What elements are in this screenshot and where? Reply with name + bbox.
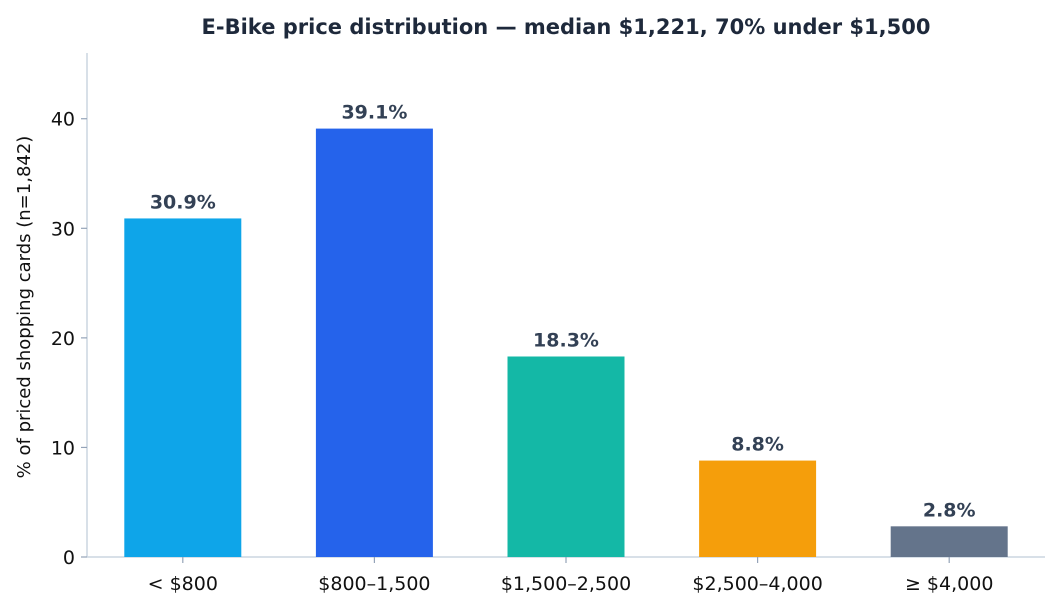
bar-value-label: 8.8% bbox=[731, 434, 784, 456]
x-tick-label: < $800 bbox=[148, 573, 218, 595]
y-tick-label: 20 bbox=[51, 328, 75, 350]
bar bbox=[890, 526, 1008, 557]
plot-area: 0 10 20 30 40 30.9% < $800 39.1% $800–1,500 18.3%… bbox=[51, 53, 1045, 595]
bar-value-label: 39.1% bbox=[341, 102, 407, 124]
bar bbox=[124, 218, 242, 557]
x-tick-label: $2,500–4,000 bbox=[692, 573, 822, 595]
bar-value-label: 18.3% bbox=[533, 329, 599, 351]
bar-value-label: 2.8% bbox=[923, 499, 976, 521]
bar bbox=[507, 356, 625, 557]
y-tick-label: 40 bbox=[51, 109, 75, 131]
x-tick-label: $800–1,500 bbox=[318, 573, 430, 595]
bar-value-label: 30.9% bbox=[150, 191, 216, 213]
y-axis-label: % of priced shopping cards (n=1,842) bbox=[14, 136, 35, 479]
y-tick-label: 30 bbox=[51, 218, 75, 240]
chart-title: E-Bike price distribution — median $1,22… bbox=[202, 15, 931, 39]
x-tick-label: $1,500–2,500 bbox=[501, 573, 631, 595]
y-tick-label: 0 bbox=[63, 547, 75, 569]
x-tick-label: ≥ $4,000 bbox=[905, 573, 993, 595]
bar bbox=[315, 128, 433, 557]
y-tick-label: 10 bbox=[51, 437, 75, 459]
bar bbox=[699, 460, 817, 557]
